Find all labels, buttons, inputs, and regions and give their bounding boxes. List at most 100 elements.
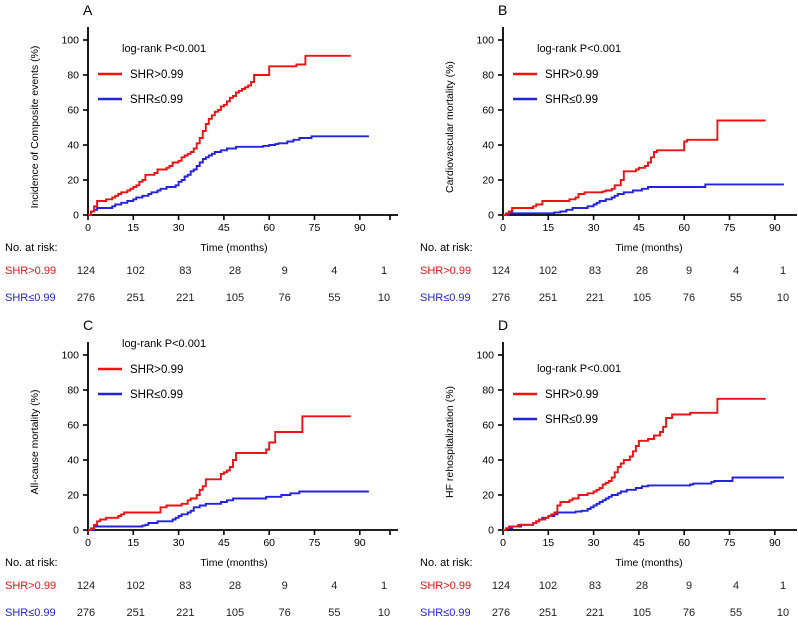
risk-row-label: SHR>0.99 — [5, 580, 56, 592]
risk-count: 105 — [226, 292, 244, 304]
legend-label: SHR>0.99 — [545, 69, 598, 81]
risk-count: 76 — [279, 607, 291, 619]
km-plot-d: D 0 20 40 60 80 100 0 15 30 45 60 75 90 HF rehospitali… — [420, 317, 797, 619]
x-tick-label: 60 — [678, 222, 690, 234]
risk-count: 105 — [226, 607, 244, 619]
y-tick-label: 20 — [482, 490, 494, 502]
x-tick-label: 45 — [633, 537, 645, 549]
y-tick-label: 100 — [61, 35, 79, 47]
risk-count: 76 — [683, 292, 695, 304]
x-tick-label: 90 — [769, 537, 781, 549]
risk-count: 9 — [282, 265, 288, 277]
risk-row-label: SHR≤0.99 — [5, 292, 56, 304]
risk-count: 221 — [586, 292, 604, 304]
km-panel-a: A 0 20 40 60 80 100 0 15 30 45 60 75 90 Incidence of C… — [0, 0, 399, 315]
x-tick-label: 15 — [127, 537, 139, 549]
x-tick-label: 15 — [127, 222, 139, 234]
risk-row-label: SHR≤0.99 — [5, 607, 56, 619]
risk-count: 9 — [282, 580, 288, 592]
risk-count: 1 — [381, 580, 387, 592]
km-curve-shr-le — [88, 490, 369, 531]
risk-row-label: SHR≤0.99 — [420, 607, 471, 619]
x-axis-title: Time (months) — [200, 242, 267, 254]
x-tick-label: 60 — [678, 537, 690, 549]
x-tick-label: 75 — [724, 222, 736, 234]
y-tick-label: 40 — [67, 455, 79, 467]
km-plot-b: B 0 20 40 60 80 100 0 15 30 45 60 75 90 Cardiovascular… — [420, 2, 797, 304]
risk-count: 10 — [378, 607, 390, 619]
x-tick-label: 90 — [769, 222, 781, 234]
y-tick-label: 40 — [482, 455, 494, 467]
y-tick-label: 40 — [67, 140, 79, 152]
risk-count: 251 — [539, 292, 557, 304]
y-tick-label: 60 — [67, 105, 79, 117]
risk-row-label: SHR>0.99 — [420, 265, 471, 277]
risk-count: 83 — [589, 580, 601, 592]
risk-count: 102 — [539, 580, 557, 592]
risk-count: 276 — [492, 292, 510, 304]
x-tick-label: 90 — [354, 537, 366, 549]
x-tick-label: 30 — [173, 537, 185, 549]
legend-label: SHR>0.99 — [130, 364, 183, 376]
risk-count: 76 — [279, 292, 291, 304]
x-tick-label: 75 — [724, 537, 736, 549]
risk-count: 83 — [179, 265, 191, 277]
risk-count: 276 — [492, 607, 510, 619]
x-tick-label: 0 — [85, 537, 91, 549]
x-tick-label: 0 — [500, 537, 506, 549]
risk-count: 83 — [589, 265, 601, 277]
risk-count: 83 — [179, 580, 191, 592]
risk-count: 9 — [686, 265, 692, 277]
panel-letter: B — [498, 2, 507, 18]
y-tick-label: 100 — [476, 35, 494, 47]
km-curve-shr-gt — [88, 54, 351, 216]
y-tick-label: 0 — [488, 525, 494, 537]
risk-count: 28 — [636, 580, 648, 592]
risk-count: 124 — [492, 265, 510, 277]
risk-table-heading: No. at risk: — [5, 242, 58, 254]
logrank-annotation: log-rank P<0.001 — [122, 338, 206, 350]
risk-count: 1 — [780, 265, 786, 277]
risk-count: 10 — [777, 292, 789, 304]
y-tick-label: 60 — [482, 420, 494, 432]
y-tick-label: 80 — [67, 70, 79, 82]
legend-label: SHR≤0.99 — [130, 389, 183, 401]
risk-count: 124 — [77, 265, 95, 277]
x-axis-title: Time (months) — [615, 557, 682, 569]
x-tick-label: 60 — [263, 537, 275, 549]
risk-count: 251 — [539, 607, 557, 619]
logrank-annotation: log-rank P<0.001 — [537, 363, 621, 375]
risk-count: 276 — [77, 607, 95, 619]
km-curve-shr-gt — [88, 415, 351, 531]
risk-row-label: SHR≤0.99 — [420, 292, 471, 304]
risk-count: 55 — [730, 607, 742, 619]
logrank-annotation: log-rank P<0.001 — [122, 43, 206, 55]
risk-count: 28 — [636, 265, 648, 277]
risk-count: 4 — [331, 265, 337, 277]
x-tick-label: 15 — [542, 537, 554, 549]
km-panel-c: C 0 20 40 60 80 100 0 15 30 45 60 75 90 All-cause mort… — [0, 315, 399, 631]
panel-letter: C — [83, 317, 93, 333]
y-tick-label: 100 — [476, 350, 494, 362]
logrank-annotation: log-rank P<0.001 — [537, 43, 621, 55]
y-tick-label: 20 — [482, 175, 494, 187]
risk-count: 55 — [328, 292, 340, 304]
x-tick-label: 90 — [354, 222, 366, 234]
risk-table-heading: No. at risk: — [420, 242, 473, 254]
km-panel-b: B 0 20 40 60 80 100 0 15 30 45 60 75 90 Cardiovascular… — [399, 0, 798, 315]
y-tick-label: 20 — [67, 175, 79, 187]
x-tick-label: 60 — [263, 222, 275, 234]
risk-count: 221 — [586, 607, 604, 619]
y-tick-label: 80 — [67, 385, 79, 397]
risk-count: 1 — [780, 580, 786, 592]
x-tick-label: 45 — [218, 222, 230, 234]
y-tick-label: 40 — [482, 140, 494, 152]
y-tick-label: 0 — [73, 525, 79, 537]
risk-count: 105 — [633, 607, 651, 619]
x-tick-label: 0 — [500, 222, 506, 234]
y-axis-title: Incidence of Composite events (%) — [29, 46, 41, 209]
risk-count: 55 — [730, 292, 742, 304]
legend-label: SHR≤0.99 — [545, 94, 598, 106]
km-plot-c: C 0 20 40 60 80 100 0 15 30 45 60 75 90 All-cause mort… — [5, 317, 398, 619]
